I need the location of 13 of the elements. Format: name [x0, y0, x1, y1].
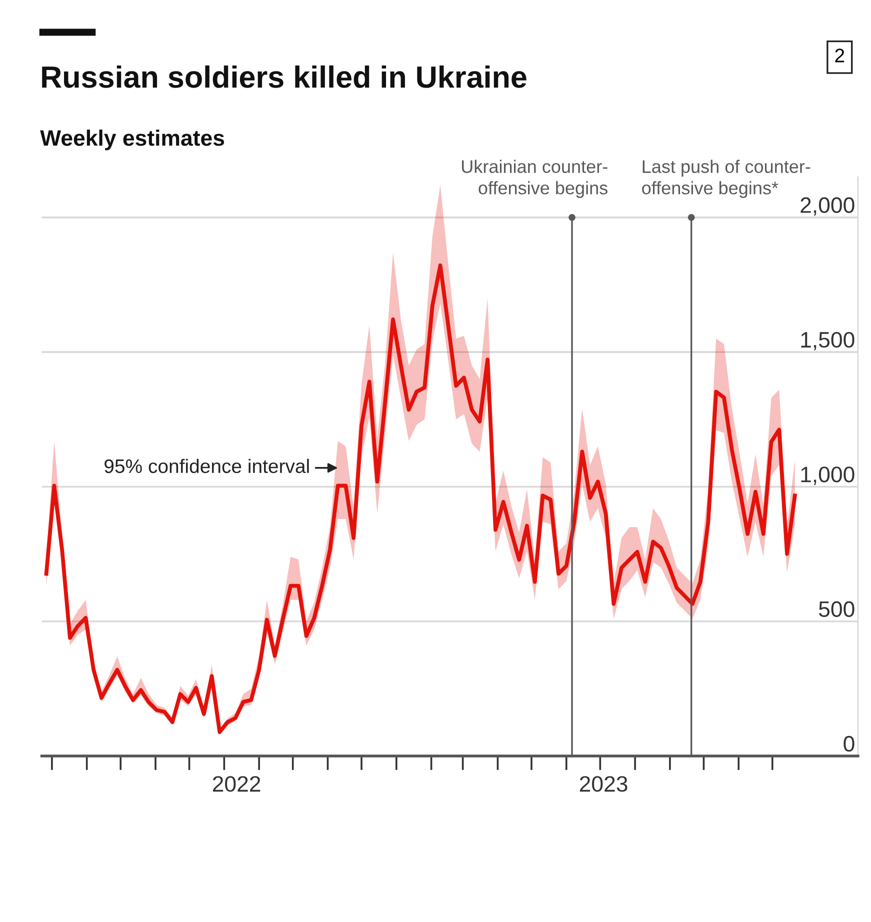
- chart-title: Russian soldiers killed in Ukraine: [42, 65, 526, 88]
- x-tick-label: 2022: [212, 776, 260, 792]
- y-tick-label: 0: [844, 736, 854, 752]
- y-tick-label: 2,000: [800, 197, 854, 216]
- chart-subtitle: Weekly estimates: [40, 130, 224, 150]
- ref-line-label: Last push of counter- offensive begins*: [642, 160, 810, 198]
- y-tick-label: 1,000: [801, 466, 854, 485]
- annotation: 95% confidence interval: [104, 458, 309, 474]
- x-tick-label: 2023: [580, 776, 628, 792]
- y-tick-label: 500: [818, 601, 854, 617]
- text: 2: [835, 48, 844, 62]
- y-tick-label: 1,500: [801, 332, 854, 350]
- ref-line-label: Ukrainian counter- offensive begins: [462, 160, 608, 198]
